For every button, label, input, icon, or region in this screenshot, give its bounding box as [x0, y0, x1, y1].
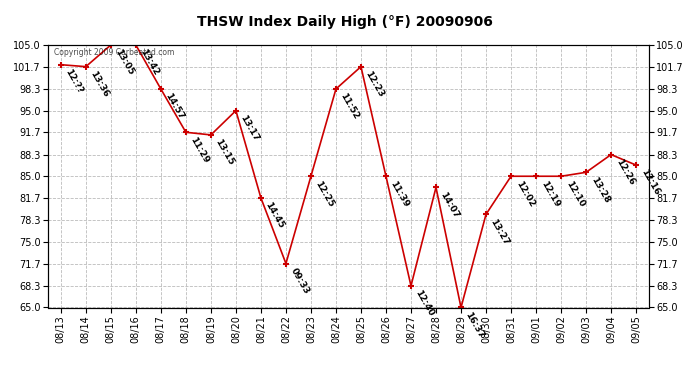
Text: 13:27: 13:27: [489, 217, 511, 246]
Text: THSW Index Daily High (°F) 20090906: THSW Index Daily High (°F) 20090906: [197, 15, 493, 29]
Text: 13:15: 13:15: [214, 138, 236, 167]
Text: 11:52: 11:52: [339, 92, 361, 121]
Text: 13:05: 13:05: [114, 48, 136, 77]
Text: 11:39: 11:39: [388, 179, 411, 209]
Text: 13:17: 13:17: [239, 113, 261, 143]
Text: 12:40: 12:40: [414, 289, 436, 318]
Text: 12:26: 12:26: [614, 158, 636, 187]
Text: 13:42: 13:42: [139, 48, 161, 77]
Text: 14:07: 14:07: [439, 190, 461, 220]
Text: 12:23: 12:23: [364, 69, 386, 99]
Text: 14:45: 14:45: [264, 201, 286, 230]
Text: 11:29: 11:29: [188, 135, 211, 165]
Text: 13:28: 13:28: [589, 175, 611, 204]
Text: 14:57: 14:57: [164, 92, 186, 121]
Text: 12:19: 12:19: [539, 179, 561, 209]
Text: 12:25: 12:25: [314, 179, 336, 209]
Text: 09:33: 09:33: [288, 266, 311, 296]
Text: 13:36: 13:36: [88, 69, 110, 99]
Text: 12:??: 12:??: [63, 68, 85, 95]
Text: Copyright 2009 Carbeated.com: Copyright 2009 Carbeated.com: [55, 48, 175, 57]
Text: 12:02: 12:02: [514, 179, 536, 208]
Text: 12:16: 12:16: [639, 168, 661, 197]
Text: 12:10: 12:10: [564, 179, 586, 208]
Text: 16:37: 16:37: [464, 310, 486, 340]
